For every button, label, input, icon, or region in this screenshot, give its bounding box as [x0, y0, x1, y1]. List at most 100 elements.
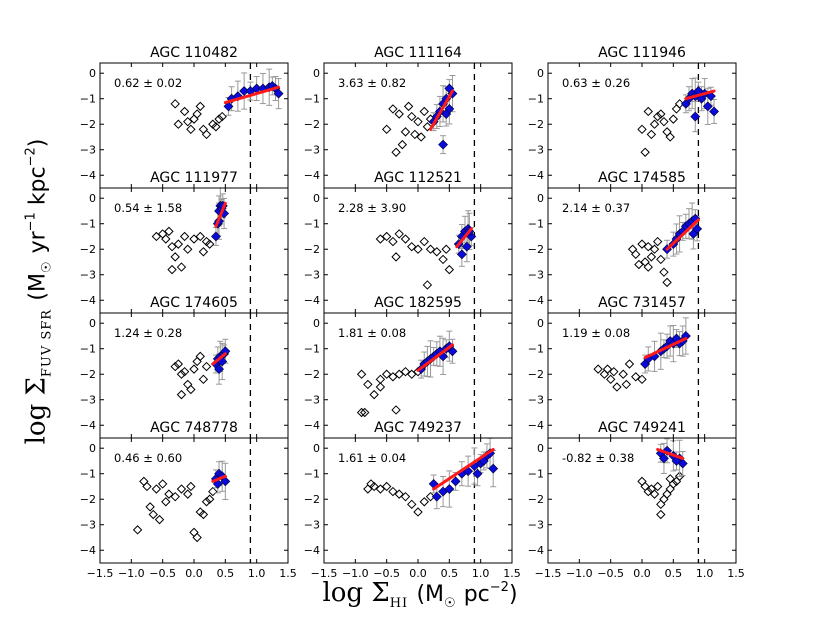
y-axis-units-mid2: kpc: [25, 166, 51, 213]
plot-area: [170, 313, 252, 438]
y-tick-label: −1: [528, 468, 544, 481]
filled-point: [211, 231, 221, 242]
x-axis-label: log ΣHI (M☉ pc−2): [210, 578, 630, 611]
x-tick-label: 0.5: [217, 567, 235, 580]
open-point: [375, 484, 386, 494]
open-point: [665, 474, 675, 484]
panel: AGC 731457 1.19 ± 0.08 0 −1 −2 −3 −4: [528, 295, 737, 439]
x-axis-exp: −2: [489, 580, 509, 595]
panel-title: AGC 112521: [374, 170, 462, 186]
open-point: [183, 116, 193, 127]
open-point: [139, 476, 149, 487]
x-tick-label: −1.5: [311, 567, 338, 580]
open-point: [179, 106, 190, 117]
y-tick-label: −3: [528, 394, 544, 407]
panel: AGC 174605 1.24 ± 0.28 0 −1 −2 −3 −4: [80, 295, 289, 439]
open-point: [381, 481, 392, 492]
open-point: [192, 109, 202, 119]
y-tick-label: −4: [80, 294, 96, 307]
plot-area: [627, 188, 703, 313]
x-tick-label: −0.5: [373, 567, 400, 580]
y-tick-label: −1: [80, 93, 96, 106]
open-point: [422, 280, 433, 290]
open-point: [419, 497, 429, 507]
open-point: [403, 101, 414, 112]
y-tick-label: −1: [80, 343, 96, 356]
y-tick-label: −4: [528, 294, 544, 307]
open-point: [662, 277, 672, 288]
y-tick-label: −4: [528, 419, 544, 432]
open-point: [621, 379, 632, 390]
plot-area: [170, 63, 284, 188]
x-tick-label: −1.0: [118, 567, 145, 580]
open-point: [400, 366, 411, 377]
slope-label: 1.81 ± 0.08: [338, 326, 406, 340]
y-tick-label: −3: [304, 269, 320, 282]
y-tick-label: −2: [304, 118, 320, 131]
slope-label: 0.54 ± 1.58: [114, 201, 182, 215]
y-tick-label: −1: [528, 93, 544, 106]
open-point: [631, 372, 641, 382]
open-point: [388, 104, 398, 114]
y-tick-label: −4: [80, 419, 96, 432]
open-point: [631, 249, 641, 260]
open-point: [425, 244, 436, 254]
open-point: [397, 139, 408, 150]
open-point: [444, 264, 455, 275]
open-point: [612, 382, 622, 392]
open-point: [637, 124, 647, 135]
fit-line: [429, 89, 454, 131]
open-point: [170, 99, 180, 109]
open-point: [145, 502, 155, 512]
plot-area: [363, 438, 499, 563]
open-point: [394, 109, 404, 119]
open-point: [176, 369, 187, 379]
y-tick-label: −4: [304, 544, 320, 557]
open-point: [659, 267, 669, 277]
plot-area: [637, 63, 719, 188]
open-point: [643, 486, 653, 497]
open-point: [388, 372, 398, 382]
open-point: [186, 384, 196, 395]
open-point: [593, 364, 603, 374]
open-point: [375, 374, 386, 385]
open-point: [388, 236, 398, 247]
y-tick-label: −3: [304, 394, 320, 407]
open-point: [674, 99, 685, 109]
open-point: [659, 116, 669, 127]
y-axis-exp2: −2: [23, 147, 39, 167]
panel-title: AGC 749237: [374, 420, 462, 436]
open-point: [413, 507, 423, 517]
open-point: [665, 484, 675, 494]
open-point: [204, 239, 215, 249]
filled-point: [702, 101, 713, 112]
open-point: [627, 244, 638, 254]
open-point: [356, 407, 367, 418]
panel: AGC 748778 0.46 ± 0.60 0 −1 −2 −3 −4 −1.5 −1.0 −0…: [80, 420, 297, 580]
y-tick-label: −1: [304, 218, 320, 231]
open-point: [643, 106, 653, 117]
plot-area: [356, 313, 476, 438]
y-tick-label: −2: [528, 368, 544, 381]
open-point: [391, 405, 401, 415]
open-point: [643, 241, 653, 252]
open-point: [179, 366, 190, 377]
open-point: [148, 509, 158, 520]
x-tick-label: −1.0: [566, 567, 593, 580]
open-point: [441, 244, 451, 254]
panel-title: AGC 748778: [150, 420, 238, 436]
open-point: [649, 244, 660, 254]
x-tick-label: 1.0: [248, 567, 266, 580]
x-tick-label: −0.5: [597, 567, 624, 580]
y-tick-label: −3: [80, 519, 96, 532]
x-axis-units-open: (M: [416, 582, 445, 607]
x-tick-label: 1.0: [472, 567, 490, 580]
filled-point: [450, 476, 461, 487]
open-point: [186, 481, 196, 492]
panel: AGC 112521 2.28 ± 3.90 0 −1 −2 −3 −4: [304, 170, 513, 314]
y-tick-label: −2: [304, 493, 320, 506]
panel: AGC 749241-0.82 ± 0.380−1−2−3−4−1.5 −1.0−…: [528, 420, 745, 580]
open-point: [391, 252, 401, 262]
panel: AGC 182595 1.81 ± 0.08 0 −1 −2 −3 −4: [304, 295, 513, 439]
